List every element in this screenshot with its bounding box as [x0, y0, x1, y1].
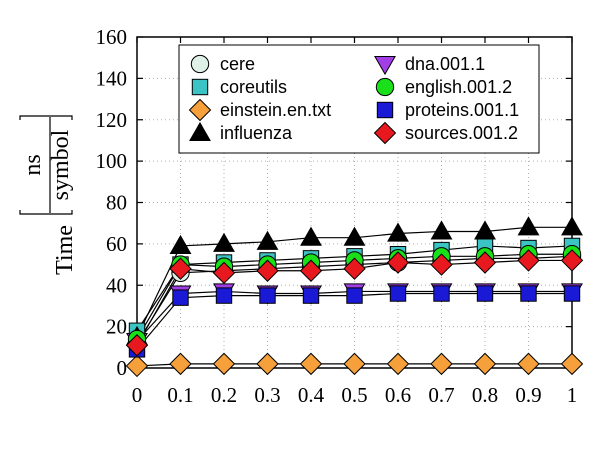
legend-item: cere — [190, 54, 255, 74]
x-tick-label: 0.7 — [428, 383, 454, 407]
legend-label: cere — [220, 54, 255, 74]
data-point — [474, 220, 496, 240]
legend-item: proteins.001.1 — [376, 100, 519, 120]
data-point — [386, 251, 410, 274]
data-point — [213, 232, 235, 252]
data-point — [476, 285, 494, 302]
legend-marker — [373, 121, 397, 145]
data-point — [560, 352, 584, 376]
data-point — [169, 234, 192, 255]
data-point — [215, 287, 233, 304]
data-point — [212, 261, 236, 285]
x-tick-label: 0.5 — [341, 383, 367, 407]
series-markers-einstein.en.txt — [125, 352, 584, 378]
data-point — [212, 352, 236, 376]
y-axis-label-prefix: Time — [52, 225, 78, 275]
y-tick-label: 0 — [117, 356, 128, 380]
series-markers-sources.001.2 — [125, 249, 584, 357]
y-axis-label-numerator: ns — [20, 154, 46, 175]
data-point — [517, 249, 540, 272]
data-point — [125, 354, 149, 378]
data-point — [561, 216, 583, 236]
legend-marker — [375, 77, 395, 97]
legend-label: proteins.001.1 — [405, 100, 519, 120]
legend-label: coreutils — [220, 77, 287, 97]
data-point — [256, 259, 279, 282]
data-point — [473, 251, 497, 274]
y-tick-label: 40 — [106, 273, 127, 297]
data-point — [560, 249, 584, 272]
data-point — [125, 334, 149, 357]
data-point — [299, 259, 323, 282]
data-point — [346, 287, 363, 304]
data-point — [520, 285, 537, 302]
data-point — [343, 226, 366, 246]
data-point — [256, 230, 279, 250]
y-axis-label-bracket-left — [19, 115, 73, 120]
x-tick-label: 0.4 — [298, 383, 325, 407]
x-tick-label: 0.9 — [515, 383, 541, 407]
x-tick-label: 0.2 — [211, 383, 237, 407]
legend-label: influenza — [220, 123, 293, 143]
data-point — [302, 287, 320, 304]
legend-item: dna.001.1 — [374, 54, 485, 76]
legend-marker — [374, 55, 396, 76]
data-point — [300, 226, 322, 246]
data-point — [169, 352, 192, 376]
legend-item: influenza — [189, 121, 293, 143]
y-tick-label: 100 — [96, 149, 128, 173]
data-point — [430, 352, 453, 376]
legend-item: english.001.2 — [375, 77, 512, 97]
legend-label: einstein.en.txt — [220, 100, 331, 120]
legend-marker — [376, 101, 394, 119]
legend-label: dna.001.1 — [405, 54, 485, 74]
legend-box — [178, 44, 540, 154]
data-point — [386, 352, 410, 376]
legend-item: einstein.en.txt — [188, 98, 331, 122]
data-point — [343, 352, 366, 376]
data-point — [473, 352, 497, 376]
data-point — [343, 257, 366, 280]
axis-ticks: 0 0.1 0.2 0.3 0.4 0.5 0.6 0.7 0.8 0.9 1 0 20 40 60 80 10… — [96, 25, 578, 407]
data-point — [563, 285, 581, 302]
y-tick-label: 80 — [106, 191, 127, 215]
legend-marker — [191, 78, 209, 96]
y-axis-label-denominator: symbol — [48, 129, 74, 200]
data-point — [256, 352, 279, 376]
data-point — [430, 220, 453, 240]
y-axis-label: Time ns symbol — [19, 115, 78, 275]
x-tick-label: 0.8 — [472, 383, 498, 407]
data-point — [172, 289, 189, 306]
legend-marker — [189, 121, 211, 142]
data-point — [299, 352, 323, 376]
data-point — [259, 287, 276, 304]
x-tick-label: 0.3 — [254, 383, 280, 407]
data-point — [430, 253, 453, 276]
x-tick-label: 0.1 — [167, 383, 193, 407]
y-tick-label: 60 — [106, 232, 127, 256]
y-tick-label: 140 — [96, 66, 128, 90]
y-tick-label: 20 — [106, 315, 127, 339]
data-point — [387, 222, 409, 242]
legend-item: coreutils — [191, 77, 287, 97]
y-tick-label: 120 — [96, 108, 128, 132]
legend-label: sources.001.2 — [405, 123, 518, 143]
series — [125, 216, 584, 378]
legend-marker — [188, 98, 212, 122]
x-tick-label: 1 — [567, 383, 578, 407]
y-tick-label: 160 — [96, 25, 128, 49]
x-tick-label: 0 — [132, 383, 143, 407]
data-point — [517, 352, 540, 376]
legend-marker — [190, 54, 210, 74]
y-axis-label-bracket-right — [19, 210, 73, 215]
x-tick-label: 0.6 — [385, 383, 411, 407]
legend: cere coreutils einstein.en.txt influenza dna… — [178, 44, 540, 154]
data-point — [433, 285, 450, 302]
data-point — [389, 285, 407, 302]
legend-item: sources.001.2 — [373, 121, 518, 145]
data-point — [169, 257, 192, 280]
data-point — [517, 216, 540, 236]
legend-label: english.001.2 — [405, 77, 512, 97]
